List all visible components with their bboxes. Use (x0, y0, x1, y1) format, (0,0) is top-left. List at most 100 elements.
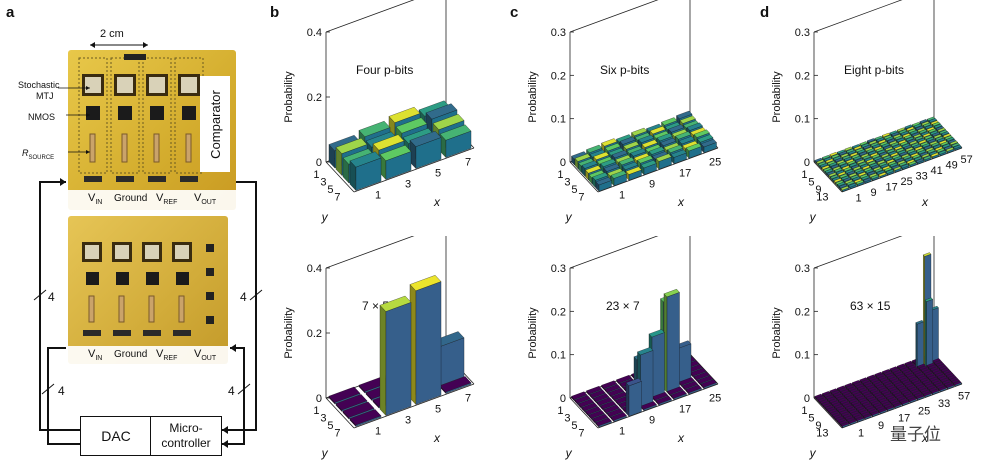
bar-top (858, 161, 867, 166)
bar-top (877, 375, 887, 380)
pin-vin-bottom-sub: IN (95, 355, 103, 363)
bar-top (349, 409, 382, 426)
bar-top (938, 150, 947, 155)
bar-top (904, 124, 913, 129)
bar-top (933, 134, 942, 139)
bar-top (851, 390, 860, 395)
bar-top (903, 371, 913, 376)
bar-top (851, 380, 861, 385)
bar-top (905, 383, 914, 388)
bar-top (834, 157, 844, 162)
z-tick-label: 0 (804, 393, 810, 405)
bar-top (814, 393, 823, 399)
x-tick-label: 1 (619, 426, 625, 438)
bar-top (848, 419, 857, 424)
x-axis-label: x (433, 431, 441, 445)
pin-vin-top-main: V (88, 192, 96, 204)
bar-top (861, 175, 870, 180)
bar-top (655, 153, 672, 162)
bar (953, 144, 962, 151)
bar-top (917, 363, 926, 368)
bar-top (924, 297, 934, 302)
bar-top (865, 395, 875, 400)
bar-top (870, 411, 880, 416)
bar (595, 417, 612, 428)
pcb-components (78, 54, 220, 182)
bar-top (862, 391, 871, 396)
bar-top (859, 377, 868, 382)
y-tick-label: 5 (327, 184, 333, 196)
nmos-chip (176, 272, 189, 285)
bar-top (595, 177, 612, 186)
label-nmos: NMOS (28, 112, 55, 122)
panel-label-d: d (760, 4, 770, 21)
bar-top (821, 155, 831, 160)
mtj-chip-core (175, 245, 189, 259)
bar-top (885, 372, 894, 378)
bar-top (827, 396, 836, 401)
bar-top (894, 145, 903, 151)
bar (855, 180, 865, 187)
bar-top (349, 151, 382, 168)
bar-top (875, 157, 884, 163)
bar-top (945, 383, 955, 388)
bar-top (358, 120, 391, 137)
bar-top (908, 397, 917, 402)
bar-top (902, 369, 911, 374)
bar-top (894, 372, 904, 377)
z-tick-label: 0.1 (795, 350, 810, 362)
bar-top (697, 375, 714, 384)
bar-top (951, 142, 960, 147)
bar-top (831, 390, 840, 395)
bar-top (844, 146, 853, 151)
bar-top (886, 148, 896, 154)
bar (923, 155, 932, 162)
comparator-box (200, 76, 230, 172)
bar-top (904, 360, 913, 366)
comparator-chip (206, 268, 214, 276)
bars (814, 116, 962, 193)
bar-top (610, 170, 627, 179)
bar-top (853, 414, 863, 419)
x-tick-label: 33 (916, 170, 928, 182)
bar-top (906, 126, 915, 131)
z-tick-label: 0.1 (551, 114, 566, 126)
bar-top (889, 366, 898, 371)
bar-top (904, 393, 914, 398)
bar-top (899, 387, 908, 393)
bar-top (846, 170, 856, 175)
z-tick-label: 0.3 (551, 263, 566, 275)
chart-title: Four p-bits (356, 63, 413, 77)
bar-top (935, 362, 945, 367)
bar-top (882, 391, 892, 396)
bar-top (863, 403, 873, 408)
bar-top (867, 171, 876, 176)
bar (655, 153, 672, 170)
y-axis-label: y (321, 210, 329, 224)
bar-top (866, 374, 876, 379)
bar-top (918, 129, 928, 134)
bar (953, 380, 962, 387)
bar-top (875, 147, 885, 152)
bar-top (894, 382, 903, 387)
bar-top (841, 401, 851, 406)
bar (900, 164, 910, 171)
bar-top (868, 150, 877, 155)
x-tick-label: 49 (946, 159, 958, 171)
bar-top (913, 133, 922, 139)
pin-vout-bottom-sub: OUT (201, 355, 217, 363)
bar (863, 177, 872, 184)
x-tick-label: 25 (918, 405, 930, 417)
bar-top (837, 418, 846, 423)
bar (915, 394, 925, 401)
bar-top (828, 398, 838, 403)
bar-top (637, 155, 654, 164)
bar (915, 158, 925, 165)
bar-top (600, 158, 617, 167)
bar-top (631, 127, 648, 136)
nmos-chip (86, 106, 100, 120)
pcb-board-bottom (68, 216, 228, 364)
bar-top (924, 371, 933, 376)
